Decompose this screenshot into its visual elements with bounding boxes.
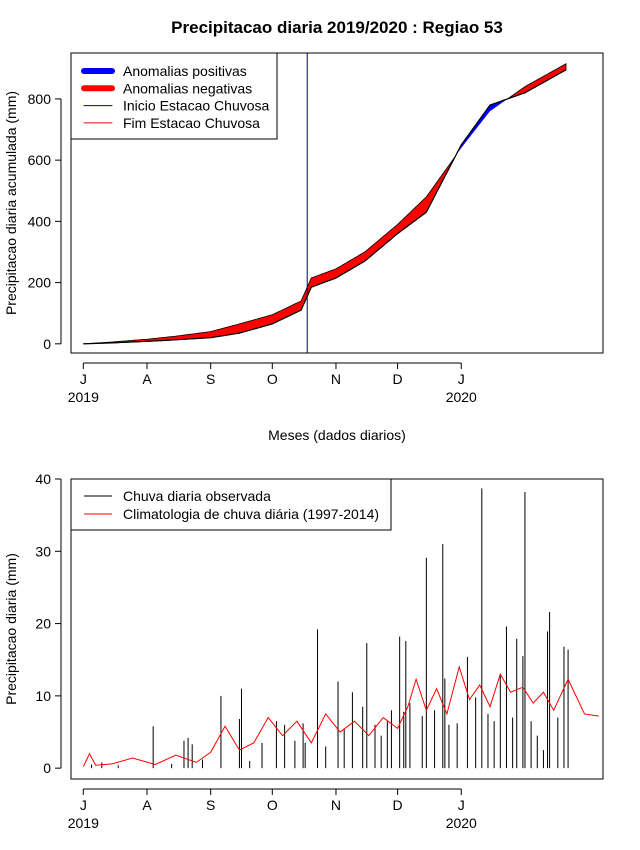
legend: Chuva diaria observada Climatologia de ch… bbox=[70, 478, 392, 531]
x-tick-label: N bbox=[331, 797, 341, 813]
legend-entry: Climatologia de chuva diária (1997-2014) bbox=[123, 506, 379, 522]
x-tick-label: A bbox=[142, 371, 152, 387]
y-tick-label: 0 bbox=[43, 760, 51, 776]
year-label: 2020 bbox=[446, 389, 477, 405]
legend-entry: Anomalias negativas bbox=[123, 80, 252, 96]
daily-panel: JASONDJ20192020010203040Meses (dados dia… bbox=[3, 471, 604, 831]
plot-frame bbox=[70, 52, 604, 354]
year-label: 2019 bbox=[68, 389, 99, 405]
y-tick-label: 40 bbox=[35, 471, 51, 487]
y-tick-label: 20 bbox=[35, 616, 51, 632]
y-tick-label: 30 bbox=[35, 543, 51, 559]
observed-cumulative-line bbox=[83, 69, 567, 345]
year-label: 2019 bbox=[68, 815, 99, 831]
climatology-line bbox=[82, 665, 599, 767]
x-tick-label: A bbox=[142, 797, 152, 813]
x-tick-label: S bbox=[206, 797, 215, 813]
legend-entry: Inicio Estacao Chuvosa bbox=[123, 98, 270, 114]
x-tick-label: S bbox=[206, 371, 215, 387]
x-tick-label: O bbox=[267, 797, 278, 813]
x-tick-label: J bbox=[458, 797, 465, 813]
positive-anomaly-area bbox=[457, 99, 507, 154]
y-tick-label: 600 bbox=[28, 152, 52, 168]
x-axis-label: Meses (dados diarios) bbox=[268, 427, 406, 443]
year-label: 2020 bbox=[446, 815, 477, 831]
legend-box bbox=[70, 478, 392, 531]
y-axis-label: Precipitacao diaria acumulada (mm) bbox=[3, 91, 19, 315]
legend-entry: Chuva diaria observada bbox=[123, 488, 271, 504]
legend-entry: Anomalias positivas bbox=[123, 63, 247, 79]
y-tick-label: 200 bbox=[28, 275, 52, 291]
y-tick-label: 10 bbox=[35, 688, 51, 704]
x-tick-label: J bbox=[80, 371, 87, 387]
x-tick-label: J bbox=[458, 371, 465, 387]
y-tick-label: 800 bbox=[28, 91, 52, 107]
cumulative-panel: J A S O N D J 2019 2020 0 200 400 600 800 Meses (dados… bbox=[3, 52, 604, 443]
x-tick-label: N bbox=[331, 371, 341, 387]
legend-entry: Fim Estacao Chuvosa bbox=[123, 115, 260, 131]
chart-title: Precipitacao diaria 2019/2020 : Regiao 5… bbox=[171, 18, 503, 37]
y-tick-label: 0 bbox=[43, 336, 51, 352]
x-tick-label: D bbox=[393, 797, 403, 813]
y-tick-label: 400 bbox=[28, 213, 52, 229]
legend-box bbox=[70, 52, 278, 140]
x-tick-label: O bbox=[267, 371, 278, 387]
x-tick-label: D bbox=[393, 371, 403, 387]
x-tick-label: J bbox=[80, 797, 87, 813]
y-axis-label: Precipitacao diaria (mm) bbox=[3, 553, 19, 705]
